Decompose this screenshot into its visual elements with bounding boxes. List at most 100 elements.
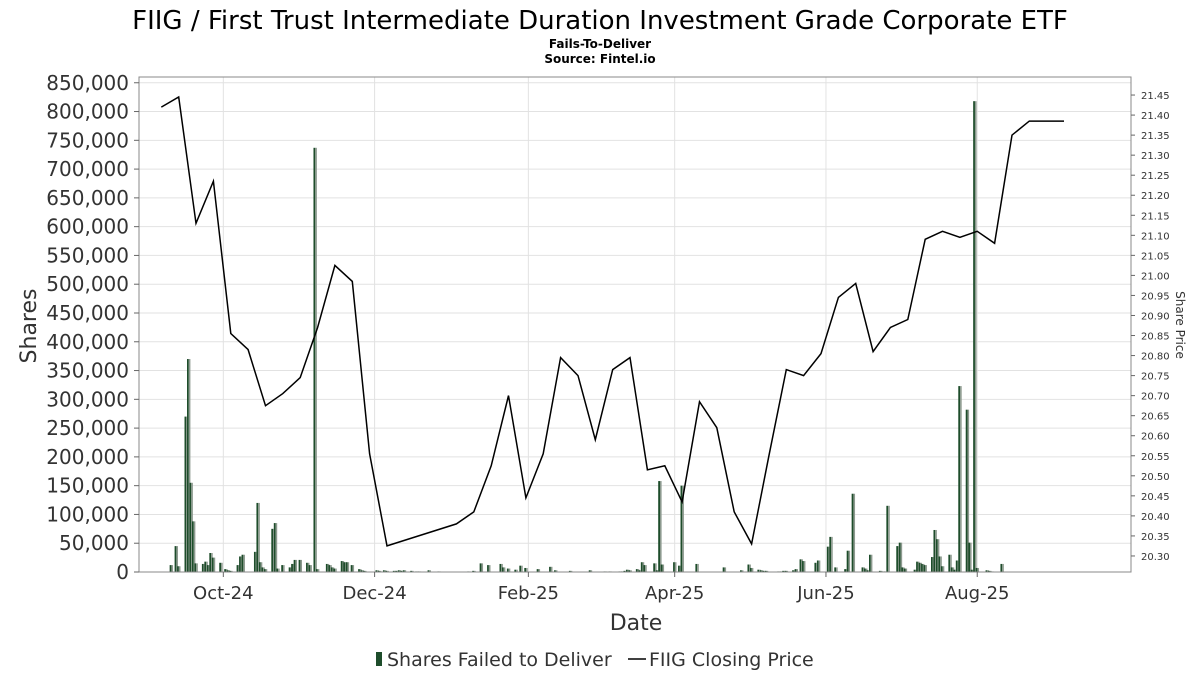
fail-bar bbox=[1000, 563, 1003, 572]
fail-bar bbox=[747, 564, 750, 572]
fail-bar-shade bbox=[352, 565, 355, 572]
fail-bar bbox=[325, 563, 328, 572]
fail-bar-shade bbox=[836, 567, 838, 572]
fail-bar-shade bbox=[315, 147, 317, 572]
y-tick-label: 750,000 bbox=[46, 128, 129, 152]
fail-bar bbox=[625, 569, 628, 572]
fail-bar bbox=[298, 559, 301, 572]
fail-bar bbox=[487, 565, 489, 572]
fail-bar-shade bbox=[950, 554, 952, 572]
fail-bar bbox=[204, 561, 207, 572]
fail-bar-shade bbox=[295, 559, 298, 572]
fail-bar-shade bbox=[412, 570, 414, 572]
y-tick-label: 100,000 bbox=[46, 502, 129, 526]
y2-tick-label: 21.30 bbox=[1141, 151, 1170, 162]
fail-bar bbox=[784, 570, 787, 572]
fail-bar-shade bbox=[503, 567, 506, 572]
fail-bar-shade bbox=[347, 562, 350, 572]
fail-bar-shade bbox=[741, 570, 744, 572]
fail-bar bbox=[799, 559, 802, 572]
fail-bar-shade bbox=[260, 562, 263, 572]
y-tick-label: 250,000 bbox=[46, 416, 129, 440]
fail-bar bbox=[554, 570, 556, 572]
y-tick-label: 600,000 bbox=[46, 215, 129, 239]
fail-bar bbox=[678, 565, 680, 572]
fail-bar-shade bbox=[508, 568, 511, 572]
y-tick-label: 300,000 bbox=[46, 387, 129, 411]
fail-bar bbox=[782, 570, 784, 572]
fail-bar bbox=[844, 569, 846, 572]
fail-bar-shade bbox=[230, 570, 233, 572]
fail-bar-shade bbox=[977, 567, 980, 572]
x-tick-label: Oct-24 bbox=[193, 583, 254, 604]
fail-bar bbox=[886, 505, 889, 572]
fail-bar bbox=[184, 416, 187, 572]
fail-bar bbox=[953, 569, 956, 572]
fail-bar bbox=[549, 566, 551, 572]
y-axis-label: Shares bbox=[17, 289, 42, 364]
fail-bar bbox=[814, 562, 817, 572]
fail-bar bbox=[410, 570, 412, 572]
y2-tick-label: 21.35 bbox=[1141, 131, 1170, 142]
y2-tick-label: 20.75 bbox=[1141, 372, 1170, 383]
x-tick-label: Dec-24 bbox=[342, 583, 406, 604]
fail-bar bbox=[658, 481, 660, 572]
fail-bar-shade bbox=[474, 570, 476, 572]
fail-bar bbox=[869, 554, 871, 572]
fail-bar bbox=[400, 570, 403, 572]
fail-bar-shade bbox=[888, 505, 890, 572]
fail-bar bbox=[519, 565, 522, 572]
fail-bar bbox=[985, 570, 988, 572]
y-axis-ticks: 0 50,000 100,000 150,000 200,000 250,000 300,0… bbox=[46, 71, 139, 584]
fail-bar bbox=[660, 564, 663, 572]
fail-bar bbox=[333, 568, 336, 572]
y2-tick-label: 20.85 bbox=[1141, 332, 1170, 343]
fail-bar-shade bbox=[974, 101, 977, 573]
fail-bar bbox=[918, 562, 921, 572]
fail-bar-shade bbox=[188, 359, 191, 572]
fail-bar-shade bbox=[516, 569, 518, 572]
x-tick-label: Apr-25 bbox=[645, 583, 704, 604]
fail-bar bbox=[377, 570, 380, 572]
legend: Shares Failed to Deliver FIIG Closing Pr… bbox=[376, 649, 814, 671]
fail-bar-shade bbox=[848, 550, 851, 572]
fail-bar bbox=[313, 147, 316, 572]
fail-bar bbox=[970, 569, 973, 572]
y-tick-label: 850,000 bbox=[46, 71, 129, 95]
y-tick-label: 0 bbox=[116, 560, 129, 584]
fail-bar-shade bbox=[831, 536, 833, 572]
fail-bar-shade bbox=[364, 570, 367, 572]
fail-bar bbox=[916, 561, 918, 572]
fail-bar-shade bbox=[967, 409, 970, 572]
fail-bar bbox=[955, 560, 958, 572]
fail-bar bbox=[501, 567, 504, 572]
x-tick-label: Feb-25 bbox=[498, 583, 559, 604]
y2-tick-label: 21.10 bbox=[1141, 231, 1170, 242]
fail-bar bbox=[851, 493, 854, 572]
fail-bar-shade bbox=[526, 567, 528, 572]
fail-bar-shade bbox=[265, 569, 268, 572]
fail-bar bbox=[273, 523, 276, 572]
y2-tick-label: 21.00 bbox=[1141, 271, 1170, 282]
fail-bar bbox=[829, 536, 832, 572]
fail-bar bbox=[263, 569, 266, 572]
y2-tick-label: 20.90 bbox=[1141, 311, 1170, 322]
fail-bar bbox=[226, 570, 229, 572]
fail-bar bbox=[846, 550, 849, 572]
x-tick-label: Aug-25 bbox=[945, 583, 1010, 604]
fail-bar bbox=[514, 569, 517, 572]
fail-bar bbox=[757, 569, 760, 572]
y2-tick-label: 20.40 bbox=[1141, 512, 1170, 523]
fail-bar-shade bbox=[645, 565, 647, 572]
y-tick-label: 500,000 bbox=[46, 272, 129, 296]
fail-bar bbox=[187, 359, 189, 572]
fail-bar bbox=[427, 570, 430, 572]
y-tick-label: 400,000 bbox=[46, 330, 129, 354]
fail-bar bbox=[913, 569, 916, 572]
y-tick-label: 700,000 bbox=[46, 157, 129, 181]
fail-bar bbox=[749, 567, 752, 572]
fail-bar bbox=[588, 570, 591, 572]
fail-bar-shade bbox=[178, 566, 181, 572]
legend-bar-label: Shares Failed to Deliver bbox=[387, 649, 612, 671]
fail-bar-shade bbox=[900, 542, 903, 572]
